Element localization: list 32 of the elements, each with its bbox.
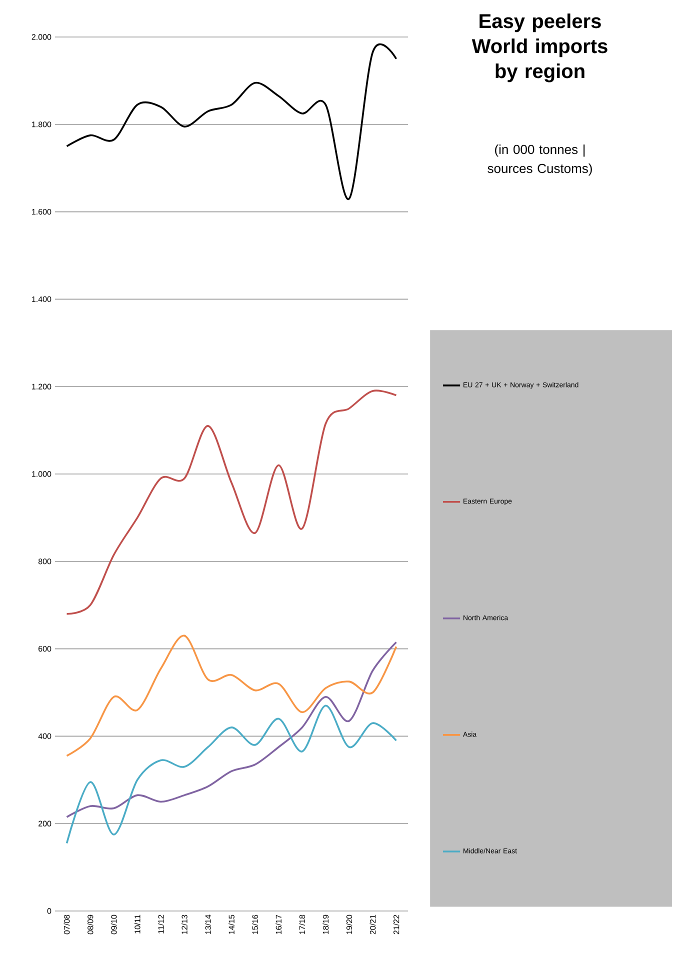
x-tick-label: 13/14 <box>205 914 211 934</box>
y-tick-label: 1.400 <box>32 296 52 302</box>
x-tick-label: 14/15 <box>228 914 234 934</box>
line-series <box>66 634 398 757</box>
y-tick-label: 200 <box>38 820 52 826</box>
x-tick-label: 12/13 <box>181 914 188 934</box>
x-tick-label: 08/09 <box>87 914 94 934</box>
x-tick-label: 21/22 <box>393 914 400 934</box>
x-tick-label: 19/20 <box>346 914 352 934</box>
x-tick-label: 17/18 <box>299 914 306 934</box>
x-tick-label: 15/16 <box>252 914 258 934</box>
y-tick-label: 1.200 <box>32 384 52 390</box>
x-tick-label: 20/21 <box>370 914 376 934</box>
x-tick-label: 18/19 <box>322 914 329 934</box>
y-tick-label: 600 <box>38 646 52 652</box>
y-tick-label: 800 <box>38 558 52 564</box>
text: Easy peelers World imports by region <box>472 14 608 82</box>
y-tick-label: 1.000 <box>32 471 52 477</box>
x-tick-label: 09/10 <box>110 914 117 934</box>
x-tick-label: 10/11 <box>134 914 140 934</box>
text: (in 000 tonnes | sources Customs) <box>488 144 592 176</box>
line-series <box>66 704 398 844</box>
y-tick-label: 0 <box>47 908 52 914</box>
x-tick-label: 07/08 <box>64 914 70 934</box>
y-tick-label: 400 <box>38 733 52 740</box>
x-tick-label: 11/12 <box>158 914 164 934</box>
line-series <box>66 641 398 818</box>
line-series <box>66 390 398 615</box>
y-tick-label: 1.800 <box>32 122 52 128</box>
x-tick-label: 16/17 <box>276 914 282 934</box>
y-tick-label: 2.000 <box>32 34 52 40</box>
y-tick-label: 1.600 <box>32 208 52 215</box>
